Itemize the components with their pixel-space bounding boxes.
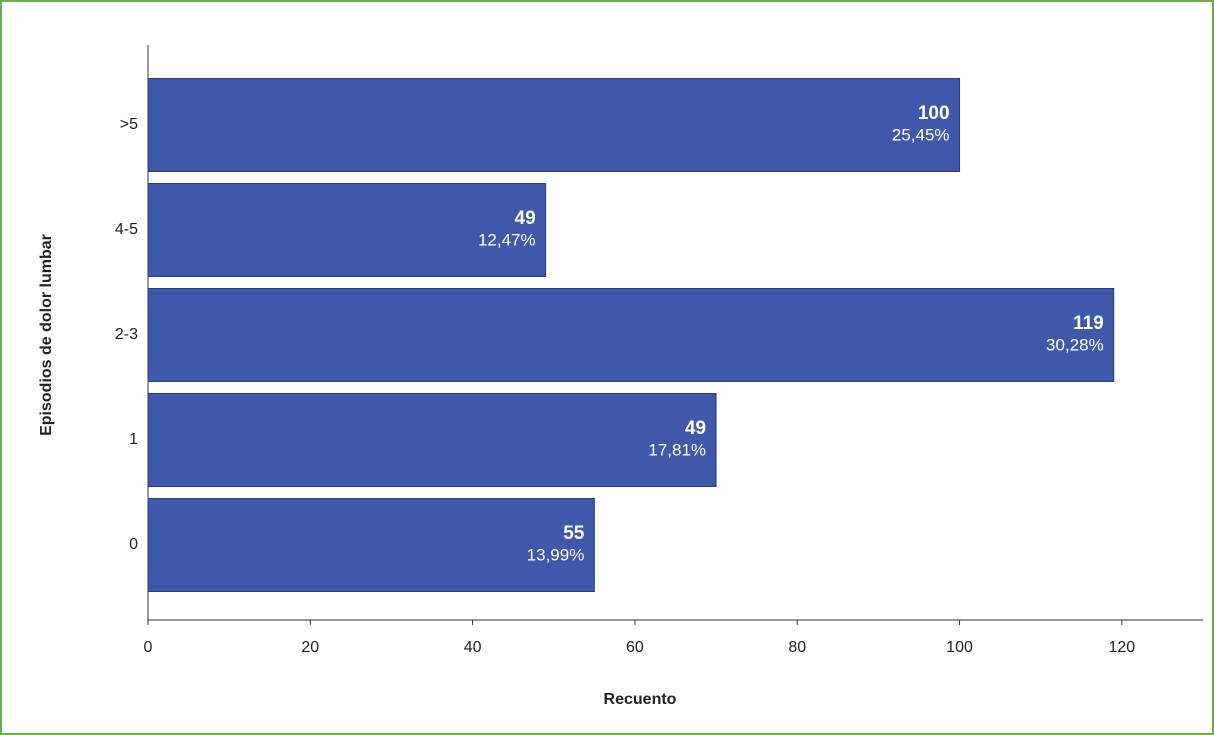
y-tick-label: 1	[129, 431, 138, 448]
x-tick-label: 120	[1108, 639, 1135, 656]
x-tick-label: 40	[464, 639, 482, 656]
bar	[147, 288, 1115, 382]
y-tick-label: >5	[120, 116, 138, 133]
bar-count-label: 55	[563, 523, 585, 544]
bar-count-label: 100	[918, 103, 950, 124]
bar-count-label: 49	[515, 208, 536, 229]
bar-percent-label: 17,81%	[648, 440, 706, 459]
bar	[147, 78, 961, 172]
x-tick-label: 0	[144, 639, 153, 656]
bar	[147, 393, 717, 487]
bar-percent-label: 13,99%	[527, 545, 585, 564]
bar-count-label: 49	[685, 418, 706, 439]
y-tick-label: 2-3	[115, 326, 138, 343]
x-tick-label: 80	[788, 639, 806, 656]
bar-percent-label: 30,28%	[1046, 335, 1104, 354]
y-axis-title: Episodios de dolor lumbar	[38, 234, 55, 436]
y-tick-label: 4-5	[115, 221, 138, 238]
y-tick-label: 0	[129, 536, 138, 553]
bar	[147, 498, 595, 592]
x-tick-label: 20	[301, 639, 319, 656]
bar-percent-label: 25,45%	[892, 125, 950, 144]
bar-percent-label: 12,47%	[478, 230, 536, 249]
x-tick-label: 100	[946, 639, 973, 656]
x-tick-label: 60	[626, 639, 644, 656]
bar	[147, 183, 547, 277]
x-axis-title: Recuento	[604, 691, 677, 708]
bar-count-label: 119	[1073, 313, 1104, 334]
